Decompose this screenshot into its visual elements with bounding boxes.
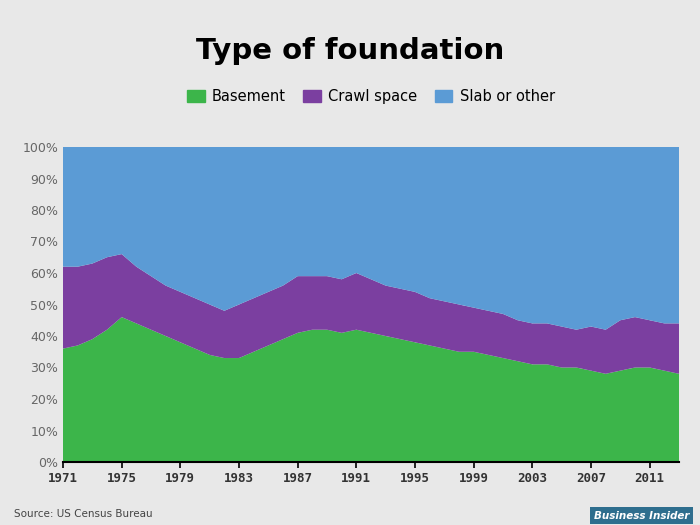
Text: Business Insider: Business Insider: [594, 511, 690, 521]
Legend: Basement, Crawl space, Slab or other: Basement, Crawl space, Slab or other: [183, 85, 559, 109]
Text: Type of foundation: Type of foundation: [196, 37, 504, 65]
Text: Source: US Census Bureau: Source: US Census Bureau: [14, 509, 153, 519]
